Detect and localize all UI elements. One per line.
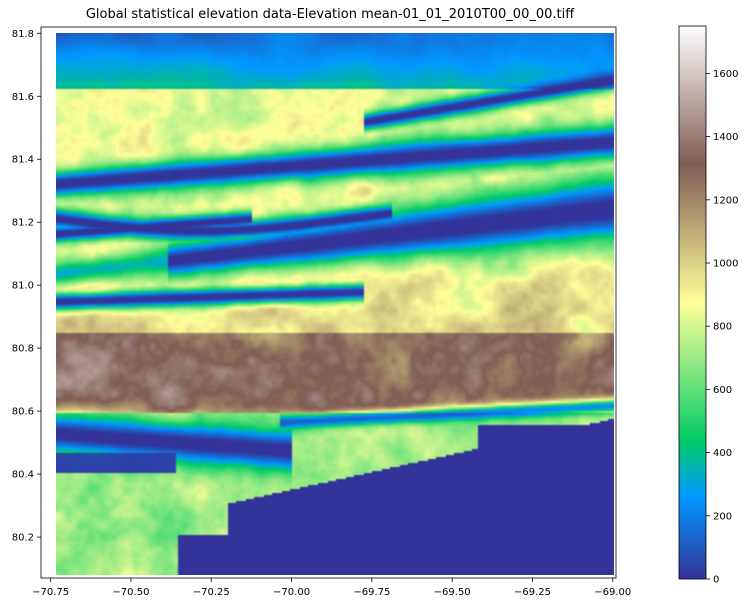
y-tick-label: 81.6	[12, 92, 34, 103]
colorbar: 0 200 400 600 800 1000 1200 1400 1600	[678, 25, 738, 586]
x-tick-label: −70.50	[112, 587, 149, 598]
x-tick-label: −69.00	[594, 587, 631, 598]
y-tick-label: 80.2	[12, 533, 34, 544]
y-tick-label: 80.8	[12, 344, 34, 355]
x-tick-label: −70.00	[273, 587, 310, 598]
y-tick-label: 81.2	[12, 218, 34, 229]
y-tick-label: 81.0	[12, 281, 34, 292]
y-axis: 80.2 80.4 80.6 80.8 81.0 81.2 81.4 81.6 81.8	[12, 29, 41, 544]
x-tick-label: −69.25	[514, 587, 551, 598]
colorbar-tick-label: 1400	[713, 132, 738, 143]
colorbar-tick-label: 1600	[713, 69, 738, 80]
colorbar-tick-label: 1000	[713, 259, 738, 270]
x-tick-label: −69.50	[434, 587, 471, 598]
y-tick-label: 81.4	[12, 155, 34, 166]
colorbar-tick-label: 0	[713, 575, 719, 586]
colorbar-tick-label: 400	[713, 448, 732, 459]
y-tick-label: 80.4	[12, 470, 34, 481]
x-tick-label: −70.75	[32, 587, 69, 598]
colorbar-tick-label: 200	[713, 511, 732, 522]
x-axis: −70.75 −70.50 −70.25 −70.00 −69.75 −69.50 −69.…	[32, 578, 631, 598]
y-tick-label: 80.6	[12, 407, 34, 418]
plot-frame	[40, 26, 617, 579]
colorbar-frame	[678, 25, 707, 580]
y-tick-label: 81.8	[12, 29, 34, 40]
colorbar-tick-label: 800	[713, 322, 732, 333]
x-tick-label: −69.75	[353, 587, 390, 598]
colorbar-ticks: 0 200 400 600 800 1000 1200 1400 1600	[706, 69, 738, 586]
colorbar-tick-label: 1200	[713, 195, 738, 206]
chart-title: Global statistical elevation data-Elevat…	[86, 7, 575, 22]
x-tick-label: −70.25	[193, 587, 230, 598]
plot-area	[56, 33, 614, 575]
colorbar-tick-label: 600	[713, 385, 732, 396]
elevation-raster	[56, 33, 614, 575]
colorbar-gradient	[679, 26, 706, 579]
